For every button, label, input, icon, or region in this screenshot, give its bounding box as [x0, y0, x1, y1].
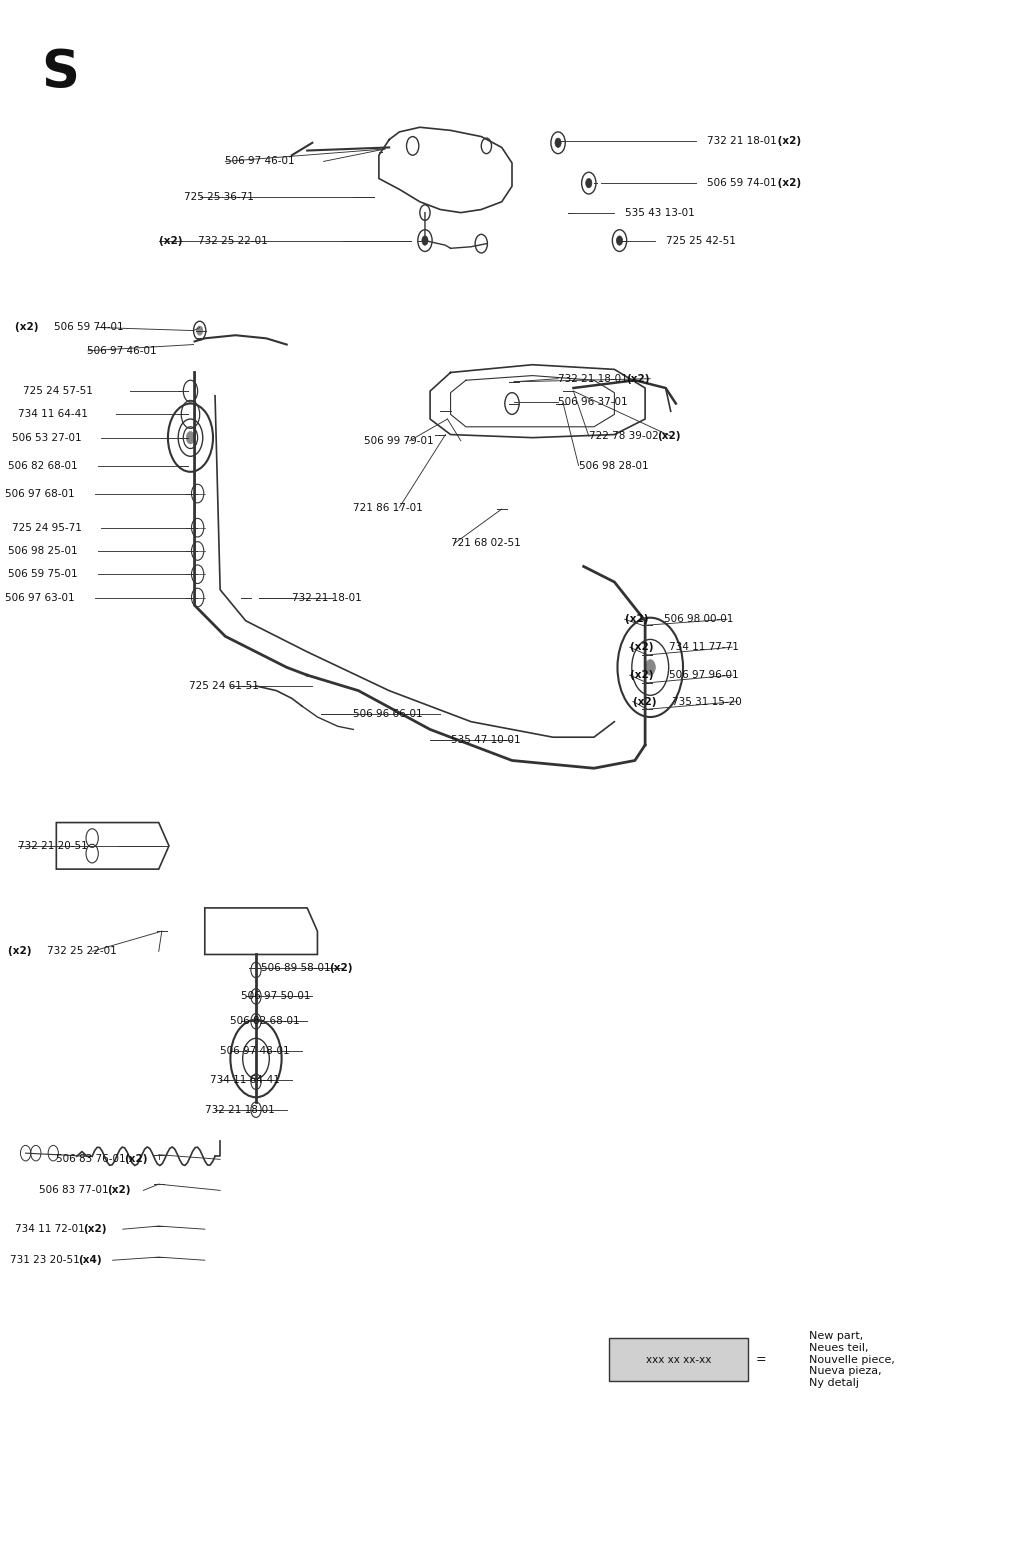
Text: 734 11 64-41: 734 11 64-41: [18, 410, 88, 419]
Text: 506 83 77-01: 506 83 77-01: [39, 1186, 112, 1195]
Circle shape: [645, 660, 655, 675]
Text: 506 59 74-01: 506 59 74-01: [707, 178, 776, 188]
Text: 725 24 95-71: 725 24 95-71: [12, 523, 82, 532]
Text: New part,
Neues teil,
Nouvelle piece,
Nueva pieza,
Ny detalj: New part, Neues teil, Nouvelle piece, Nu…: [809, 1332, 895, 1387]
Text: (x2): (x2): [8, 947, 35, 956]
Text: 506 97 63-01: 506 97 63-01: [5, 593, 75, 602]
Text: 506 82 68-01: 506 82 68-01: [8, 461, 78, 470]
Text: (x4): (x4): [78, 1256, 101, 1265]
Text: 506 97 96-01: 506 97 96-01: [669, 670, 738, 680]
Text: (x2): (x2): [626, 374, 649, 383]
Circle shape: [186, 431, 195, 444]
Text: (x2): (x2): [15, 323, 42, 332]
Text: (x2): (x2): [329, 964, 352, 973]
Text: (x2): (x2): [124, 1155, 147, 1164]
Circle shape: [586, 178, 592, 188]
Text: 506 99 79-01: 506 99 79-01: [364, 436, 433, 445]
Text: (x2): (x2): [106, 1186, 130, 1195]
Text: 535 47 10-01: 535 47 10-01: [451, 736, 520, 745]
Text: 732 21 20-51: 732 21 20-51: [18, 841, 88, 850]
Text: 506 97 48-01: 506 97 48-01: [220, 1046, 290, 1055]
Text: S: S: [41, 47, 79, 99]
Text: 506 83 76-01: 506 83 76-01: [56, 1155, 129, 1164]
Text: 734 11 77-71: 734 11 77-71: [669, 643, 738, 652]
Circle shape: [555, 138, 561, 147]
Text: 506 53 27-01: 506 53 27-01: [12, 433, 82, 442]
Circle shape: [422, 236, 428, 245]
Text: 731 23 20-51: 731 23 20-51: [10, 1256, 83, 1265]
Text: 722 78 39-02: 722 78 39-02: [589, 431, 662, 441]
Text: 506 59 75-01: 506 59 75-01: [8, 570, 78, 579]
FancyBboxPatch shape: [609, 1338, 748, 1381]
Text: 725 25 42-51: 725 25 42-51: [666, 236, 735, 245]
Text: xxx xx xx-xx: xxx xx xx-xx: [646, 1355, 712, 1364]
Text: 506 98 25-01: 506 98 25-01: [8, 546, 78, 556]
Text: 506 82 68-01: 506 82 68-01: [230, 1017, 300, 1026]
Text: 721 86 17-01: 721 86 17-01: [353, 503, 423, 512]
Circle shape: [616, 236, 623, 245]
Text: 506 97 46-01: 506 97 46-01: [87, 346, 157, 355]
Text: (x2): (x2): [630, 643, 656, 652]
Text: (x2): (x2): [774, 178, 801, 188]
Text: (x2): (x2): [630, 670, 656, 680]
Text: (x2): (x2): [656, 431, 680, 441]
Text: 732 21 18-01: 732 21 18-01: [707, 137, 776, 146]
Text: (x2): (x2): [159, 236, 185, 245]
Text: 732 21 18-01: 732 21 18-01: [205, 1105, 274, 1114]
Text: 506 96 66-01: 506 96 66-01: [353, 709, 423, 719]
Text: 506 97 46-01: 506 97 46-01: [225, 157, 295, 166]
Text: 725 24 57-51: 725 24 57-51: [23, 386, 92, 396]
Text: 506 59 74-01: 506 59 74-01: [54, 323, 124, 332]
Text: 535 43 13-01: 535 43 13-01: [625, 208, 694, 217]
Text: 506 96 37-01: 506 96 37-01: [558, 397, 628, 407]
Text: (x2): (x2): [83, 1225, 106, 1234]
Text: (x2): (x2): [625, 615, 651, 624]
Text: 506 98 28-01: 506 98 28-01: [579, 461, 648, 470]
Text: 734 11 64-41: 734 11 64-41: [210, 1076, 280, 1085]
Text: 735 31 15-20: 735 31 15-20: [672, 697, 741, 706]
Text: (x2): (x2): [774, 137, 801, 146]
Text: 732 21 18-01: 732 21 18-01: [292, 593, 361, 602]
Text: (x2): (x2): [633, 697, 659, 706]
Text: 721 68 02-51: 721 68 02-51: [451, 539, 520, 548]
Text: 732 21 18-01: 732 21 18-01: [558, 374, 631, 383]
Text: 725 24 61-51: 725 24 61-51: [189, 681, 259, 691]
Text: 732 25 22-01: 732 25 22-01: [198, 236, 267, 245]
Text: 506 97 68-01: 506 97 68-01: [5, 489, 75, 498]
Text: 506 98 00-01: 506 98 00-01: [664, 615, 733, 624]
Text: 506 97 50-01: 506 97 50-01: [241, 992, 310, 1001]
Text: 732 25 22-01: 732 25 22-01: [47, 947, 117, 956]
Text: 506 89 58-01: 506 89 58-01: [261, 964, 334, 973]
Text: 725 25 36-71: 725 25 36-71: [184, 192, 254, 202]
Text: 734 11 72-01: 734 11 72-01: [15, 1225, 88, 1234]
Circle shape: [197, 326, 203, 335]
Text: =: =: [756, 1353, 766, 1366]
